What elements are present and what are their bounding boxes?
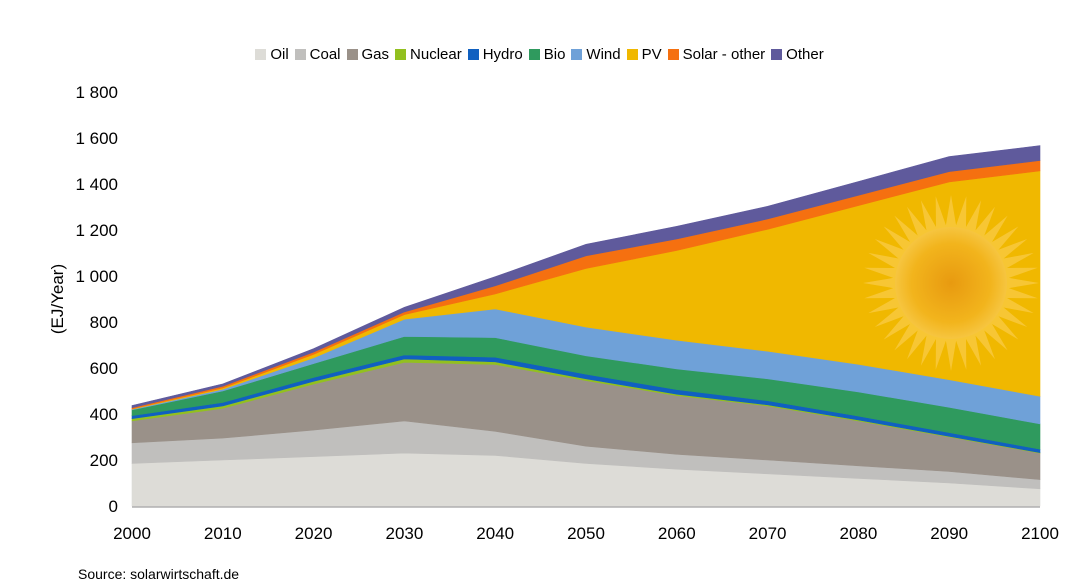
legend-swatch (346, 49, 358, 60)
x-tick-label: 2040 (476, 524, 514, 543)
x-tick-label: 2030 (385, 524, 423, 543)
legend-item-hydro: Hydro (467, 46, 523, 63)
legend-label: Nuclear (410, 46, 462, 63)
legend-swatch (667, 49, 679, 60)
y-tick-label: 600 (90, 359, 118, 378)
x-tick-label: 2070 (749, 524, 787, 543)
x-tick-label: 2000 (113, 524, 151, 543)
sun-illustration (863, 195, 1039, 371)
legend-swatch (528, 49, 540, 60)
legend-label: Coal (309, 46, 341, 63)
legend-label: Bio (543, 46, 566, 63)
legend-swatch (255, 49, 267, 60)
y-tick-label: 1 800 (75, 83, 118, 102)
legend-item-nuclear: Nuclear (395, 46, 462, 63)
legend-item-other: Other (771, 46, 824, 63)
legend-item-pv: PV (626, 46, 662, 63)
x-tick-label: 2060 (658, 524, 696, 543)
x-tick-label: 2020 (295, 524, 333, 543)
sun-disc (895, 227, 1007, 339)
x-tick-label: 2100 (1021, 524, 1059, 543)
legend-label: PV (641, 46, 662, 63)
y-axis-label: (EJ/Year) (48, 264, 67, 334)
legend-item-coal: Coal (294, 46, 341, 63)
legend-swatch (771, 49, 783, 60)
legend-label: Gas (361, 46, 390, 63)
legend-swatch (571, 49, 583, 60)
x-tick-label: 2080 (839, 524, 877, 543)
y-tick-label: 1 200 (75, 221, 118, 240)
legend-label: Hydro (482, 46, 523, 63)
y-tick-label: 200 (90, 451, 118, 470)
area-layers (131, 145, 1041, 507)
legend-item-solar-other: Solar - other (667, 46, 766, 63)
legend-swatch (626, 49, 638, 60)
y-tick-label: 800 (90, 313, 118, 332)
legend-swatch (395, 49, 407, 60)
x-tick-label: 2090 (930, 524, 968, 543)
legend-label: Wind (586, 46, 621, 63)
y-tick-label: 1 400 (75, 175, 118, 194)
x-tick-label: 2050 (567, 524, 605, 543)
x-tick-label: 2010 (204, 524, 242, 543)
y-tick-label: 1 000 (75, 267, 118, 286)
area-other (131, 145, 1041, 409)
legend-item-oil: Oil (255, 46, 289, 63)
legend-swatch (467, 49, 479, 60)
y-tick-label: 1 600 (75, 129, 118, 148)
source-note: Source: solarwirtschaft.de (78, 566, 240, 582)
legend-label: Solar - other (682, 46, 766, 63)
legend-label: Oil (270, 46, 289, 63)
legend-swatch (294, 49, 306, 60)
legend-label: Other (786, 46, 824, 63)
chart-legend: Oil Coal Gas Nuclear Hydro Bio Wind PV Solar - o… (0, 46, 1085, 63)
y-tick-label: 0 (109, 497, 118, 516)
y-tick-label: 400 (90, 405, 118, 424)
x-axis: 2000 2010 2020 2030 2040 2050 2060 2070 2080 2090… (113, 506, 1059, 543)
legend-item-wind: Wind (571, 46, 621, 63)
legend-item-gas: Gas (346, 46, 390, 63)
y-axis: 0 200 400 600 800 1 000 1 200 1 400 1 600 1 800 (E… (48, 83, 118, 516)
legend-item-bio: Bio (528, 46, 566, 63)
